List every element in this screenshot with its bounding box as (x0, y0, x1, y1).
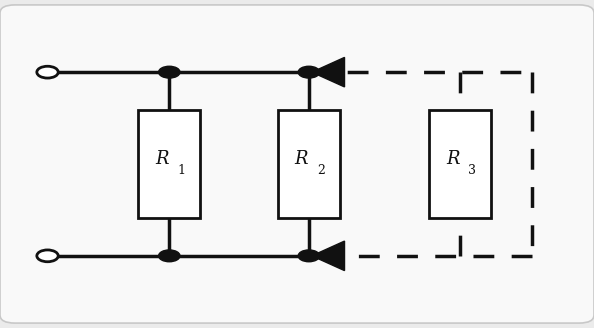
Text: 3: 3 (468, 164, 476, 177)
Circle shape (159, 66, 180, 78)
Circle shape (298, 250, 320, 262)
Text: 2: 2 (317, 164, 325, 177)
Bar (278, 110, 340, 218)
Text: R: R (446, 150, 459, 168)
Circle shape (37, 250, 58, 262)
Polygon shape (312, 57, 345, 87)
Circle shape (159, 250, 180, 262)
Text: 1: 1 (177, 164, 185, 177)
Text: R: R (295, 150, 308, 168)
FancyBboxPatch shape (0, 5, 594, 323)
Polygon shape (312, 241, 345, 271)
Bar (138, 110, 200, 218)
Circle shape (37, 66, 58, 78)
Text: R: R (155, 150, 168, 168)
Bar (429, 110, 491, 218)
Circle shape (298, 66, 320, 78)
